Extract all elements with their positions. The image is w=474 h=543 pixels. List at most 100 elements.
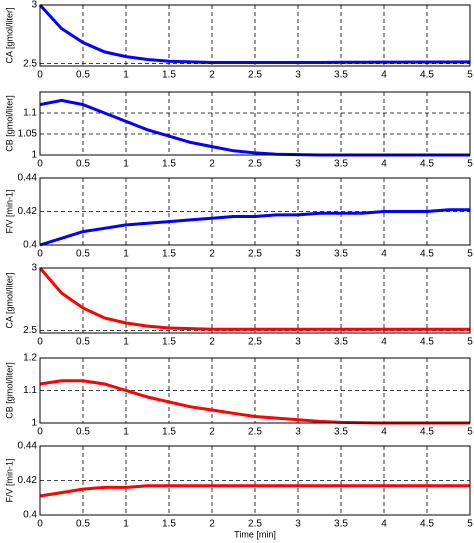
- x-tick-label: 3: [295, 70, 301, 81]
- y-tick-label: 0.4: [23, 510, 37, 521]
- y-tick-label: 1.2: [23, 353, 37, 364]
- x-tick-label: 2: [209, 519, 215, 530]
- x-tick-label: 1: [123, 159, 129, 170]
- x-tick-label: 5: [467, 519, 473, 530]
- x-tick-label: 2: [209, 249, 215, 260]
- y-tick-label: 3: [31, 263, 37, 274]
- x-tick-label: 0: [37, 427, 43, 438]
- y-tick-label: 0.42: [18, 206, 38, 217]
- y-axis-label: CA [gmol/liter]: [4, 272, 14, 328]
- axes-frame: [39, 91, 471, 156]
- x-tick-label: 2.5: [248, 427, 262, 438]
- x-tick-label: 3: [295, 159, 301, 170]
- x-tick-label: 3.5: [334, 337, 348, 348]
- y-tick-label: 1.05: [18, 129, 38, 140]
- x-tick-label: 1.5: [162, 249, 176, 260]
- x-tick-label: 2: [209, 337, 215, 348]
- x-tick-label: 4.5: [420, 337, 434, 348]
- x-tick-label: 1.5: [162, 427, 176, 438]
- y-axis-label: CB [gmol/liter]: [4, 95, 14, 152]
- y-tick-label: 2.5: [23, 58, 37, 69]
- x-tick-label: 3.5: [334, 159, 348, 170]
- y-tick-label: 1: [31, 418, 37, 429]
- x-tick-label: 0: [37, 519, 43, 530]
- data-line: [39, 484, 470, 498]
- x-tick-label: 0.5: [76, 427, 90, 438]
- x-tick-label: 1: [123, 70, 129, 81]
- x-tick-label: 5: [467, 337, 473, 348]
- axes-frame: [39, 445, 471, 516]
- x-tick-label: 4.5: [420, 159, 434, 170]
- x-tick-label: 5: [467, 427, 473, 438]
- x-tick-label: 1.5: [162, 519, 176, 530]
- y-tick-label: 0.4: [23, 240, 37, 251]
- x-tick-label: 3.5: [334, 70, 348, 81]
- x-tick-label: 2: [209, 159, 215, 170]
- x-tick-label: 0: [37, 249, 43, 260]
- x-tick-label: 5: [467, 70, 473, 81]
- x-tick-label: 3.5: [334, 249, 348, 260]
- x-tick-label: 2.5: [248, 159, 262, 170]
- y-tick-label: 2.5: [23, 325, 37, 336]
- x-tick-label: 4: [381, 337, 387, 348]
- axes-frame: [39, 267, 471, 334]
- x-tick-label: 1: [123, 337, 129, 348]
- x-tick-label: 2.5: [248, 249, 262, 260]
- y-tick-label: 1: [31, 150, 37, 161]
- y-tick-label: 3: [31, 0, 37, 11]
- x-tick-label: 5: [467, 159, 473, 170]
- x-tick-label: 4.5: [420, 427, 434, 438]
- x-tick-label: 1.5: [162, 337, 176, 348]
- y-tick-label: 0.42: [18, 475, 38, 486]
- x-tick-label: 0.5: [76, 159, 90, 170]
- x-tick-label: 3: [295, 249, 301, 260]
- x-tick-label: 0: [37, 337, 43, 348]
- x-tick-label: 2: [209, 70, 215, 81]
- x-tick-label: 3: [295, 337, 301, 348]
- x-tick-label: 2.5: [248, 337, 262, 348]
- y-tick-label: 0.44: [18, 173, 38, 184]
- x-tick-label: 0.5: [76, 337, 90, 348]
- data-line: [39, 208, 470, 247]
- x-tick-label: 4: [381, 70, 387, 81]
- x-tick-label: 4: [381, 519, 387, 530]
- x-tick-label: 1.5: [162, 159, 176, 170]
- x-tick-label: 4.5: [420, 249, 434, 260]
- x-tick-label: 2: [209, 427, 215, 438]
- axes-frame: [39, 4, 471, 67]
- x-tick-label: 2.5: [248, 70, 262, 81]
- x-tick-label: 0.5: [76, 519, 90, 530]
- axes-frame: [39, 177, 471, 246]
- x-tick-label: 1: [123, 249, 129, 260]
- x-tick-label: 3: [295, 519, 301, 530]
- x-tick-label: 5: [467, 249, 473, 260]
- x-tick-label: 3: [295, 427, 301, 438]
- x-tick-label: 4.5: [420, 70, 434, 81]
- x-tick-label: 4.5: [420, 519, 434, 530]
- y-axis-label: F/V [min-1]: [4, 189, 14, 233]
- y-axis-label: CB [gmol/liter]: [4, 362, 14, 419]
- x-tick-label: 1.5: [162, 70, 176, 81]
- x-tick-label: 3.5: [334, 519, 348, 530]
- x-tick-label: 4: [381, 427, 387, 438]
- axes-frame: [39, 357, 471, 424]
- x-tick-label: 0.5: [76, 249, 90, 260]
- x-tick-label: 1: [123, 519, 129, 530]
- y-axis-label: F/V [min-1]: [4, 458, 14, 502]
- data-line: [38, 3, 471, 64]
- x-tick-label: 0: [37, 159, 43, 170]
- x-tick-label: 2.5: [248, 519, 262, 530]
- y-tick-label: 1.1: [23, 108, 37, 119]
- x-tick-label: 3.5: [334, 427, 348, 438]
- x-tick-label: 4: [381, 159, 387, 170]
- x-tick-label: 0.5: [76, 70, 90, 81]
- x-tick-label: 4: [381, 249, 387, 260]
- y-tick-label: 0.44: [18, 441, 38, 452]
- data-line: [38, 267, 470, 331]
- x-tick-label: 0: [37, 70, 43, 81]
- y-axis-label: CA [gmol/liter]: [4, 7, 14, 63]
- x-axis-label: Time [min]: [234, 529, 276, 539]
- y-tick-label: 1.1: [23, 385, 37, 396]
- x-tick-label: 1: [123, 427, 129, 438]
